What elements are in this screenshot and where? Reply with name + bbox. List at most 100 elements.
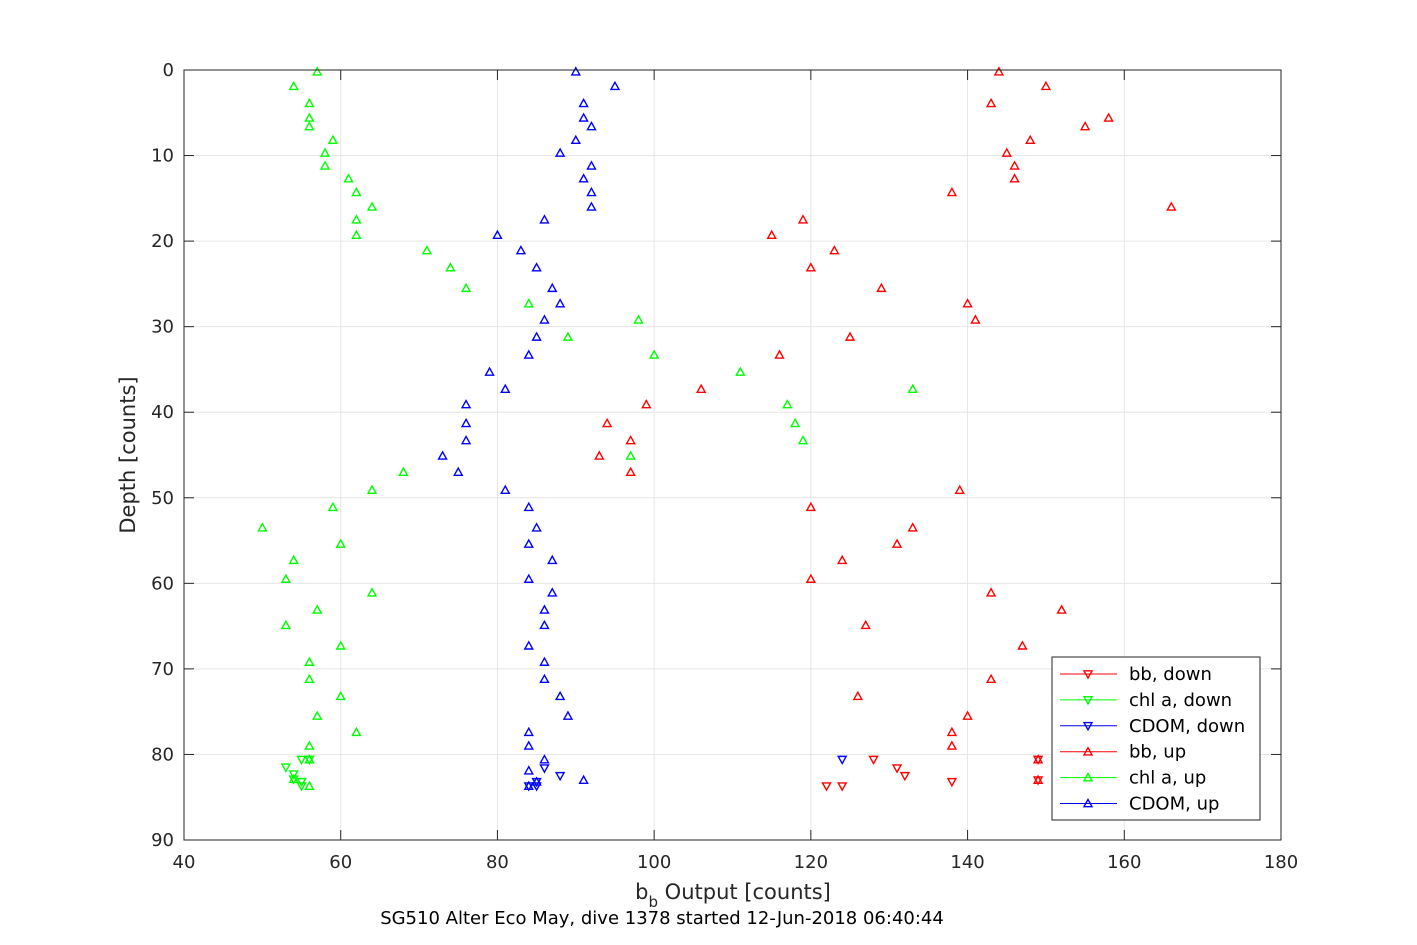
point-cdom-up (515, 245, 527, 255)
point-cdom-up (523, 640, 534, 650)
legend-label-bb-down: bb, down (1129, 664, 1212, 685)
legend-label-bb-up: bb, up (1129, 742, 1186, 763)
point-cdom-up (609, 80, 621, 91)
point-bb-up (1009, 173, 1020, 183)
point-cdom-down (837, 755, 848, 766)
point-chl-a-up (304, 673, 315, 684)
x-tick-label: 100 (637, 852, 671, 873)
y-axis-label: Depth [counts] (116, 376, 140, 533)
point-bb-up (625, 435, 636, 445)
y-tick-label: 40 (151, 402, 174, 423)
point-bb-up (797, 214, 809, 224)
point-chl-a-up (319, 147, 331, 157)
plot-frame (183, 69, 1282, 841)
x-tick-label: 80 (486, 852, 509, 873)
point-bb-up (1103, 112, 1114, 122)
point-chl-a-up (312, 66, 323, 76)
point-chl-a-up (312, 604, 323, 614)
point-chl-a-up (782, 399, 793, 409)
point-bb-up (601, 417, 613, 428)
point-chl-a-up (304, 754, 315, 764)
point-bb-up (774, 349, 785, 359)
point-cdom-up (484, 366, 495, 376)
point-bb-up (1056, 604, 1067, 614)
point-cdom-up (437, 450, 448, 460)
point-cdom-up (539, 214, 550, 224)
point-chl-a-up (421, 245, 433, 255)
point-chl-a-up (735, 366, 746, 376)
point-bb-up (946, 186, 958, 197)
y-tick-label: 80 (151, 744, 174, 765)
point-bb-up (985, 97, 997, 108)
point-chl-a-up (343, 173, 354, 183)
point-cdom-down (531, 782, 542, 792)
point-bb-up (1032, 774, 1044, 785)
x-axis-label-symbol: b (635, 880, 648, 904)
legend-marker-cdom-down (1082, 721, 1094, 732)
point-bb-up (970, 314, 981, 324)
point-chl-a-up (288, 554, 299, 565)
point-cdom-up (460, 399, 472, 409)
point-bb-up (946, 726, 958, 737)
point-cdom-up (554, 298, 566, 308)
point-cdom-up (578, 112, 589, 122)
dive-caption: SG510 Alter Eco May, dive 1378 started 1… (380, 908, 944, 929)
x-tick-label: 140 (950, 852, 984, 873)
point-cdom-up (523, 765, 534, 775)
point-bb-up (1032, 754, 1044, 764)
legend-marker-chl-a-up (1082, 772, 1094, 782)
point-cdom-up (547, 282, 558, 293)
point-chl-a-up (288, 773, 299, 784)
point-cdom-up (531, 776, 542, 786)
point-bb-up (1017, 640, 1028, 650)
point-cdom-up (554, 690, 566, 701)
point-chl-a-up (907, 383, 918, 394)
point-bb-up (829, 245, 840, 255)
y-tick-label: 20 (151, 231, 174, 252)
point-cdom-up (460, 435, 472, 445)
legend-label-cdom-up: CDOM, up (1129, 794, 1219, 815)
point-cdom-up (547, 587, 558, 597)
point-bb-up (852, 690, 864, 701)
point-bb-up (805, 501, 817, 512)
y-tick-label: 30 (151, 317, 174, 338)
legend-label-chl-a-up: chl a, up (1129, 768, 1206, 789)
point-chl-a-up (789, 417, 801, 428)
point-chl-a-up (351, 726, 362, 737)
point-cdom-up (578, 774, 589, 785)
point-chl-a-up (633, 314, 644, 324)
point-chl-a-up (280, 619, 292, 630)
point-cdom-up (500, 383, 511, 394)
point-chl-a-up (398, 466, 409, 477)
point-cdom-up (547, 554, 558, 565)
point-chl-a-up (351, 186, 362, 197)
point-chl-a-up (523, 298, 534, 308)
point-chl-a-up (319, 160, 331, 170)
legend-marker-chl-a-down (1082, 696, 1094, 706)
point-cdom-up (578, 173, 589, 183)
point-cdom-up (562, 710, 574, 720)
point-bb-down (837, 782, 848, 792)
x-tick-label: 180 (1264, 852, 1298, 873)
legend-box (1051, 656, 1261, 821)
point-bb-up (1040, 80, 1052, 91)
point-bb-up (1025, 134, 1036, 145)
point-bb-up (766, 229, 777, 240)
point-cdom-up (539, 619, 550, 630)
point-cdom-up (531, 522, 542, 532)
point-chl-a-up (327, 501, 339, 512)
point-chl-a-up (625, 450, 636, 460)
point-bb-up (844, 331, 856, 341)
point-bb-down (899, 771, 911, 782)
point-bb-up (805, 262, 817, 272)
point-chl-a-up (257, 522, 268, 532)
point-chl-a-up (366, 201, 378, 211)
point-bb-up (1009, 160, 1020, 170)
point-chl-a-up (562, 331, 574, 341)
point-cdom-up (531, 331, 542, 341)
point-chl-a-up (366, 587, 378, 597)
point-cdom-up (586, 201, 597, 211)
x-tick-label: 40 (173, 852, 196, 873)
point-chl-a-up (648, 349, 660, 359)
point-bb-up (1001, 147, 1012, 157)
